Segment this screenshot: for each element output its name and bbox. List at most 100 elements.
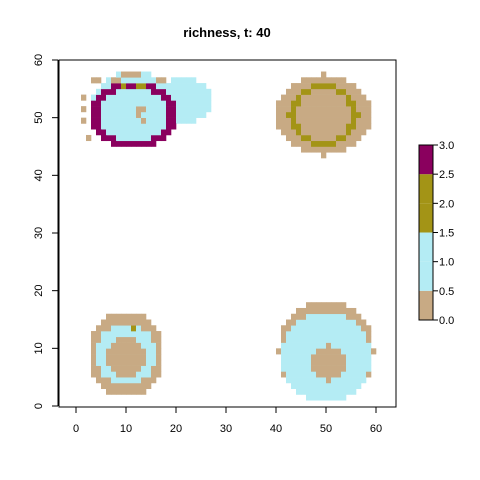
heatmap-cell [131, 325, 137, 332]
heatmap-cell [356, 129, 362, 136]
heatmap-cell [341, 83, 347, 90]
heatmap-cell [111, 129, 117, 136]
y-tick-label: 40 [33, 169, 45, 181]
heatmap-cell [111, 342, 117, 349]
heatmap-cell [351, 88, 357, 95]
heatmap-cell [286, 371, 292, 378]
heatmap-cell [326, 83, 332, 90]
heatmap-cell [316, 325, 322, 332]
heatmap-cell [106, 377, 112, 384]
heatmap-cell [106, 94, 112, 101]
heatmap-cell [146, 325, 152, 332]
heatmap-cell [296, 382, 302, 389]
heatmap-cell [136, 342, 142, 349]
heatmap-cell [121, 359, 127, 366]
heatmap-cell [201, 88, 207, 95]
heatmap-cell [341, 106, 347, 113]
heatmap-cell [116, 382, 122, 389]
heatmap-cell [341, 377, 347, 384]
heatmap-cell [131, 106, 137, 113]
heatmap-cell [121, 88, 127, 95]
heatmap-cell [301, 83, 307, 90]
heatmap-cell [286, 111, 292, 118]
heatmap-cell [326, 319, 332, 326]
heatmap-cell [166, 117, 172, 124]
heatmap-cell [146, 88, 152, 95]
heatmap-cell [116, 88, 122, 95]
heatmap-cell [141, 71, 147, 78]
heatmap-cell [341, 382, 347, 389]
heatmap-cell [301, 106, 307, 113]
heatmap-cell [336, 106, 342, 113]
heatmap-cell [166, 123, 172, 130]
heatmap-cell [326, 331, 332, 338]
heatmap-cell [351, 111, 357, 118]
heatmap-cell [96, 77, 102, 84]
heatmap-cell [121, 111, 127, 118]
heatmap-cell [326, 354, 332, 361]
heatmap-cell [341, 388, 347, 395]
heatmap-cell [156, 359, 162, 366]
heatmap-cell [136, 359, 142, 366]
heatmap-cell [101, 83, 107, 90]
heatmap-cell [351, 371, 357, 378]
heatmap-cell [121, 313, 127, 320]
heatmap-cell [346, 117, 352, 124]
heatmap-cell [346, 342, 352, 349]
heatmap-cell [141, 106, 147, 113]
heatmap-cell [301, 123, 307, 130]
heatmap-cell [301, 371, 307, 378]
legend-swatch [419, 232, 433, 262]
heatmap-cell [106, 77, 112, 84]
heatmap-cell [311, 394, 317, 401]
heatmap-cell [366, 325, 372, 332]
heatmap-cell [326, 359, 332, 366]
heatmap-cell [296, 313, 302, 320]
heatmap-cell [331, 313, 337, 320]
heatmap-cell [111, 336, 117, 343]
heatmap-cell [116, 83, 122, 90]
heatmap-cell [91, 336, 97, 343]
heatmap-cell [156, 348, 162, 355]
heatmap-cell [171, 88, 177, 95]
heatmap-cell [296, 111, 302, 118]
heatmap-cell [331, 83, 337, 90]
heatmap-cell [151, 348, 157, 355]
heatmap-cell [336, 365, 342, 372]
heatmap-cell [281, 336, 287, 343]
heatmap-cell [351, 100, 357, 107]
heatmap-cell [101, 354, 107, 361]
heatmap-cell [111, 354, 117, 361]
heatmap-cell [151, 100, 157, 107]
heatmap-cell [286, 134, 292, 142]
heatmap-cell [126, 348, 132, 355]
heatmap-cell [91, 94, 97, 101]
heatmap-cell [291, 331, 297, 338]
heatmap-cell [336, 319, 342, 326]
heatmap-cell [351, 382, 357, 389]
heatmap-cell [361, 111, 367, 118]
heatmap-cell [101, 88, 107, 95]
heatmap-cell [111, 313, 117, 320]
heatmap-cell [81, 106, 87, 113]
heatmap-cell [326, 77, 332, 84]
heatmap-cell [156, 94, 162, 101]
heatmap-cell [336, 342, 342, 349]
heatmap-cell [101, 348, 107, 355]
heatmap-cell [331, 365, 337, 372]
heatmap-cell [91, 123, 97, 130]
heatmap-cell [346, 106, 352, 113]
heatmap-cell [306, 129, 312, 136]
heatmap-cell [291, 377, 297, 384]
heatmap-cell [341, 123, 347, 130]
heatmap-cell [341, 348, 347, 355]
heatmap-cell [146, 111, 152, 118]
heatmap-cell [111, 365, 117, 372]
heatmap-cell [346, 123, 352, 130]
heatmap-cell [311, 342, 317, 349]
heatmap-cell [336, 129, 342, 136]
heatmap-cell [106, 134, 112, 142]
heatmap-cell [296, 325, 302, 332]
heatmap-cell [131, 342, 137, 349]
heatmap-cell [121, 319, 127, 326]
